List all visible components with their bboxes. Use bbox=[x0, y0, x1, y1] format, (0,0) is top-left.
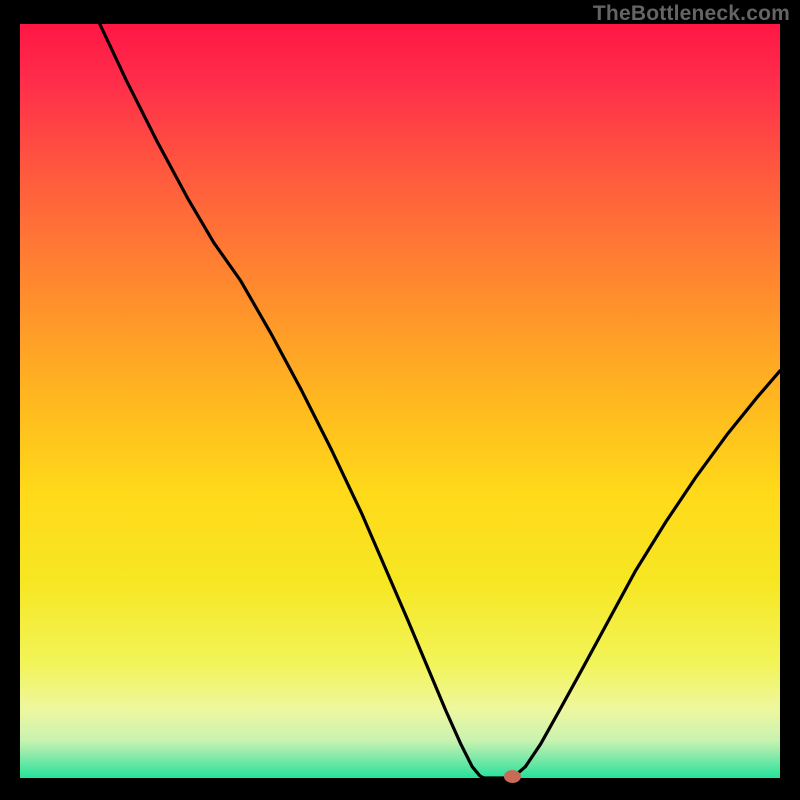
bottleneck-chart bbox=[0, 0, 800, 800]
optimal-point-marker bbox=[504, 770, 520, 782]
outer-frame: TheBottleneck.com bbox=[0, 0, 800, 800]
source-watermark: TheBottleneck.com bbox=[593, 2, 790, 26]
gradient-background bbox=[20, 24, 780, 778]
